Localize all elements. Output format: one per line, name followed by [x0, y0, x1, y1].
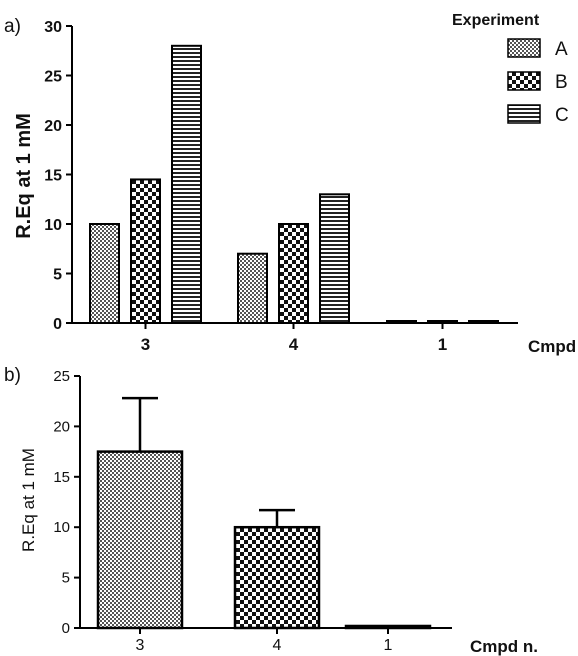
bar-a-cmpd-3-series-c — [171, 44, 202, 325]
bars-a — [89, 44, 499, 325]
bar-b-cmpd-4 — [233, 525, 321, 630]
x-axis-label-a: Cmpd n. — [528, 337, 578, 356]
legend-label-b: B — [555, 72, 568, 93]
y-tick-label-a: 20 — [44, 118, 62, 135]
legend-swatch-c — [507, 104, 541, 124]
bar-a-cmpd-1-series-c — [468, 320, 499, 324]
y-tick-label-b: 15 — [53, 469, 70, 486]
legend-title: Experiment — [452, 12, 540, 29]
legend-label-a: A — [555, 39, 568, 60]
categories-b: 3 4 1 — [136, 628, 393, 654]
bars-b — [96, 396, 432, 630]
bar-a-cmpd-3-series-b — [130, 178, 161, 324]
y-ticks-b: 0 5 10 15 20 25 — [53, 368, 80, 637]
x-tick-label-a: 1 — [438, 335, 447, 354]
panel-label-a: a) — [4, 16, 21, 37]
y-tick-label-b: 0 — [62, 620, 70, 637]
x-tick-label-b: 3 — [136, 637, 145, 654]
chart-a: a) R.Eq at 1 mM 0 5 10 15 20 25 30 3 4 1 Cmpd n.… — [4, 12, 578, 356]
bar-a-cmpd-4-series-c — [319, 193, 350, 324]
legend-label-c: C — [555, 105, 569, 126]
bar-a-cmpd-1-series-a — [386, 320, 417, 324]
x-tick-label-a: 3 — [141, 335, 150, 354]
bar-a-cmpd-1-series-b — [427, 320, 458, 324]
chart-b: b) R.Eq at 1 mM 0 5 10 15 20 25 3 4 1 Cmpd n. — [4, 365, 538, 656]
bar-b-cmpd-3 — [96, 450, 184, 630]
legend-swatch-b — [507, 71, 541, 91]
x-tick-label-a: 4 — [289, 335, 299, 354]
bar-a-cmpd-4-series-a — [237, 252, 268, 324]
legend-swatch-a — [507, 38, 541, 58]
panel-label-b: b) — [4, 365, 21, 386]
bar-a-cmpd-4-series-b — [278, 223, 309, 324]
y-axis-label-b: R.Eq at 1 mM — [19, 448, 38, 552]
y-ticks-a: 0 5 10 15 20 25 30 — [44, 19, 72, 333]
x-axis-label-b: Cmpd n. — [470, 637, 538, 656]
y-tick-label-a: 25 — [44, 69, 62, 86]
x-tick-label-b: 4 — [273, 637, 282, 654]
y-tick-label-a: 15 — [44, 168, 62, 185]
categories-a: 3 4 1 — [141, 323, 447, 354]
y-tick-label-b: 25 — [53, 368, 70, 385]
y-tick-label-a: 5 — [53, 267, 62, 284]
y-tick-label-a: 0 — [53, 316, 62, 333]
y-tick-label-a: 10 — [44, 217, 62, 234]
legend-a: Experiment A B C — [452, 12, 569, 126]
x-tick-label-b: 1 — [384, 637, 393, 654]
y-tick-label-b: 5 — [62, 570, 70, 587]
bar-b-cmpd-1 — [344, 624, 432, 630]
y-tick-label-b: 10 — [53, 519, 70, 536]
y-tick-label-a: 30 — [44, 19, 62, 36]
y-tick-label-b: 20 — [53, 418, 70, 435]
y-axis-label-a: R.Eq at 1 mM — [13, 113, 35, 239]
bar-a-cmpd-3-series-a — [89, 223, 120, 324]
